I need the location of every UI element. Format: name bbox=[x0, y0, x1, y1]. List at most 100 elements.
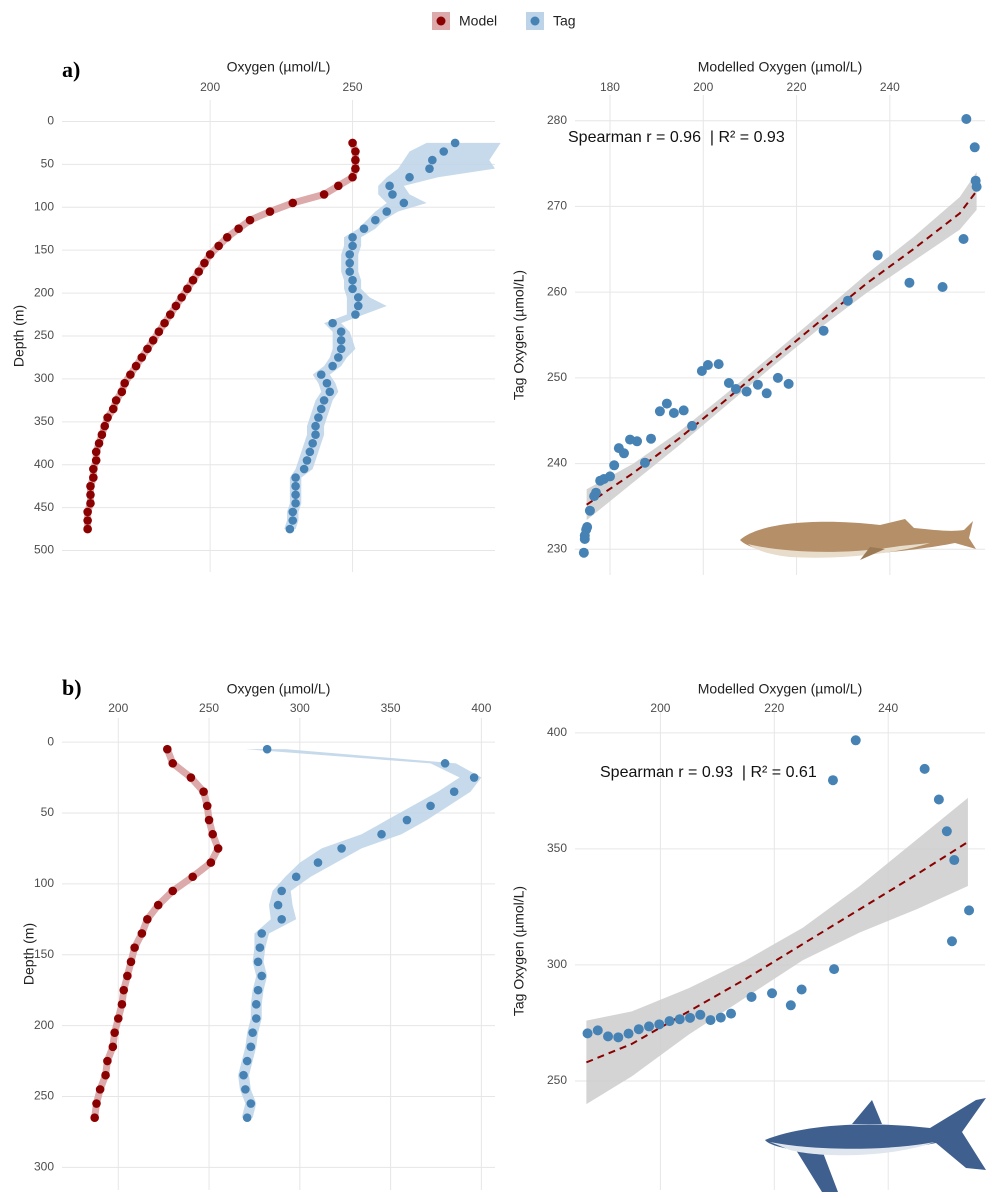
profile-point bbox=[323, 379, 332, 388]
scatter-point bbox=[767, 988, 777, 998]
scatter-point bbox=[644, 1021, 654, 1031]
profile-point bbox=[223, 233, 232, 242]
profile-point bbox=[187, 773, 196, 782]
profile-point bbox=[137, 353, 146, 362]
profile-point bbox=[252, 1014, 261, 1023]
profile-point bbox=[328, 362, 337, 371]
profile-point bbox=[441, 759, 450, 768]
y-axis-title: Tag Oxygen (µmol/L) bbox=[511, 886, 527, 1016]
scatter-point bbox=[784, 379, 794, 389]
profile-point bbox=[189, 276, 198, 285]
scatter-point bbox=[970, 142, 980, 152]
y-tick-label: 400 bbox=[547, 725, 567, 739]
x-tick-label: 200 bbox=[650, 701, 670, 715]
profile-point bbox=[314, 413, 323, 422]
y-tick-label: 300 bbox=[34, 371, 54, 385]
profile-point bbox=[234, 224, 243, 233]
profile-point bbox=[241, 1085, 250, 1094]
y-tick-label: 0 bbox=[47, 114, 54, 128]
scatter-point bbox=[742, 387, 752, 397]
profile-point bbox=[351, 147, 360, 156]
x-tick-label: 180 bbox=[600, 80, 620, 94]
x-axis-title: Oxygen (µmol/L) bbox=[227, 59, 331, 75]
profile-point bbox=[83, 516, 92, 525]
y-tick-label: 240 bbox=[547, 456, 567, 470]
profile-point bbox=[348, 233, 357, 242]
profile-point bbox=[168, 759, 177, 768]
profile-point bbox=[286, 525, 295, 534]
scatter-point bbox=[582, 522, 592, 532]
profile-point bbox=[328, 319, 337, 328]
profile-point bbox=[334, 182, 343, 191]
profile-point bbox=[130, 943, 139, 952]
profile-point bbox=[354, 293, 363, 302]
profile-point bbox=[101, 1071, 110, 1080]
profile-point bbox=[96, 1085, 105, 1094]
profile-point bbox=[86, 482, 95, 491]
scatter-point bbox=[579, 548, 589, 558]
y-tick-label: 300 bbox=[34, 1159, 54, 1173]
x-tick-label: 400 bbox=[471, 701, 491, 715]
y-axis-title: Depth (m) bbox=[21, 923, 37, 985]
profile-point bbox=[166, 310, 175, 319]
profile-point bbox=[120, 379, 129, 388]
profile-point bbox=[470, 773, 479, 782]
scatter-point bbox=[873, 250, 883, 260]
profile-point bbox=[334, 353, 343, 362]
scatter-point bbox=[904, 278, 914, 288]
profile-point bbox=[351, 310, 360, 319]
scatter-point bbox=[655, 406, 665, 416]
scatter-point bbox=[695, 1010, 705, 1020]
profile-point bbox=[207, 858, 216, 867]
scatter-point bbox=[583, 1028, 593, 1038]
profile-point bbox=[98, 430, 107, 439]
x-tick-label: 220 bbox=[764, 701, 784, 715]
y-tick-label: 300 bbox=[547, 957, 567, 971]
profile-point bbox=[92, 448, 101, 457]
scatter-point bbox=[687, 421, 697, 431]
profile-point bbox=[257, 972, 266, 981]
scatter-point bbox=[706, 1015, 716, 1025]
scatter-point bbox=[726, 1009, 736, 1019]
x-tick-label: 250 bbox=[199, 701, 219, 715]
scatter-point bbox=[685, 1013, 695, 1023]
y-tick-label: 200 bbox=[34, 285, 54, 299]
profile-point bbox=[256, 943, 265, 952]
x-tick-label: 240 bbox=[878, 701, 898, 715]
y-tick-label: 200 bbox=[34, 1018, 54, 1032]
profile-point bbox=[214, 844, 223, 853]
profile-point bbox=[248, 1028, 257, 1037]
profile-point bbox=[254, 986, 263, 995]
profile-point bbox=[138, 929, 147, 938]
profile-point bbox=[246, 216, 255, 225]
scatter-point bbox=[640, 458, 650, 468]
profile-point bbox=[291, 482, 300, 491]
y-tick-label: 250 bbox=[34, 1089, 54, 1103]
profile-point bbox=[425, 164, 434, 173]
profile-point bbox=[288, 516, 297, 525]
profile-point bbox=[154, 901, 163, 910]
x-tick-label: 300 bbox=[290, 701, 310, 715]
profile-point bbox=[206, 250, 215, 259]
profile-point bbox=[109, 1043, 118, 1052]
profile-point bbox=[348, 285, 357, 294]
scatter-point bbox=[762, 388, 772, 398]
profile-point bbox=[405, 173, 414, 182]
profile-point bbox=[450, 787, 459, 796]
x-axis-title: Oxygen (µmol/L) bbox=[227, 681, 331, 697]
scatter-point bbox=[593, 1025, 603, 1035]
profile-point bbox=[337, 336, 346, 345]
profile-point bbox=[252, 1000, 261, 1009]
y-tick-label: 450 bbox=[34, 500, 54, 514]
scatter-point bbox=[938, 282, 948, 292]
profile-point bbox=[243, 1113, 252, 1122]
profile-point bbox=[132, 362, 141, 371]
profile-point bbox=[382, 207, 391, 216]
profile-point bbox=[300, 465, 309, 474]
y-axis-title: Tag Oxygen (µmol/L) bbox=[511, 270, 527, 400]
profile-point bbox=[292, 872, 301, 881]
profile-point bbox=[288, 508, 297, 517]
profile-point bbox=[348, 139, 357, 148]
scatter-point bbox=[654, 1019, 664, 1029]
scatter-point bbox=[665, 1016, 675, 1026]
